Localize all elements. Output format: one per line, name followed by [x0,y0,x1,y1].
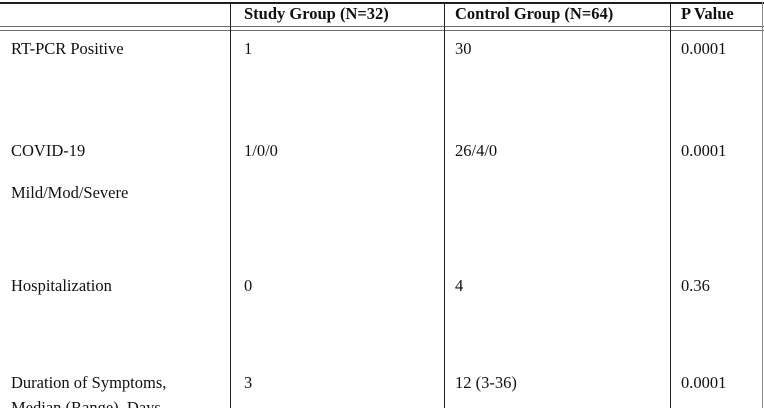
table-top-rule [0,2,764,4]
table-right-rule [761,2,764,408]
row-label: Duration of Symptoms, Median (Range), Da… [0,365,231,408]
row-label: COVID-19 Mild/Mod/Severe [0,133,231,268]
cell-control-value: 26/4/0 [455,141,498,160]
table-header: Study Group (N=32) Control Group (N=64) … [0,4,764,26]
header-empty-cell [0,4,231,26]
row-label: Hospitalization [0,268,231,365]
row-label-line: Median (Range), Days [11,398,161,408]
row-label-line: Mild/Mod/Severe [11,183,129,202]
cell-p-value: 0.0001 [681,373,727,392]
table-row-hospitalization: Hospitalization 0 4 0.36 [0,268,764,365]
row-label-line: Duration of Symptoms, [11,373,167,392]
row-label-line: Hospitalization [11,276,112,295]
cell-study-value: 1/0/0 [244,141,278,160]
column-rule-3 [669,2,672,408]
cell-study-value: 1 [244,39,253,58]
cell-control-value: 30 [455,39,472,58]
column-rule-1 [229,2,232,408]
cell-study-value: 3 [244,373,253,392]
header-study-group: Study Group (N=32) [244,4,389,23]
results-table: Study Group (N=32) Control Group (N=64) … [0,4,764,408]
row-label: RT-PCR Positive [0,26,231,133]
table-row-rtpcr-positive: RT-PCR Positive 1 30 0.0001 [0,26,764,133]
cell-p-value: 0.0001 [681,39,727,58]
header-row: Study Group (N=32) Control Group (N=64) … [0,4,764,26]
cell-p-value: 0.36 [681,276,710,295]
table-row-covid19-severity: COVID-19 Mild/Mod/Severe 1/0/0 26/4/0 0.… [0,133,764,268]
table-body: RT-PCR Positive 1 30 0.0001 COVID-19 Mil… [0,26,764,408]
cell-p-value: 0.0001 [681,141,727,160]
cell-study-value: 0 [244,276,253,295]
column-rule-2 [443,2,446,408]
row-label-line: COVID-19 [11,141,86,160]
header-control-group: Control Group (N=64) [455,4,614,23]
cell-control-value: 4 [455,276,464,295]
header-double-rule [0,26,764,31]
cell-control-value: 12 (3-36) [455,373,517,392]
table-row-symptom-duration: Duration of Symptoms, Median (Range), Da… [0,365,764,408]
header-p-value: P Value [681,4,734,23]
row-label-line: RT-PCR Positive [11,39,124,58]
